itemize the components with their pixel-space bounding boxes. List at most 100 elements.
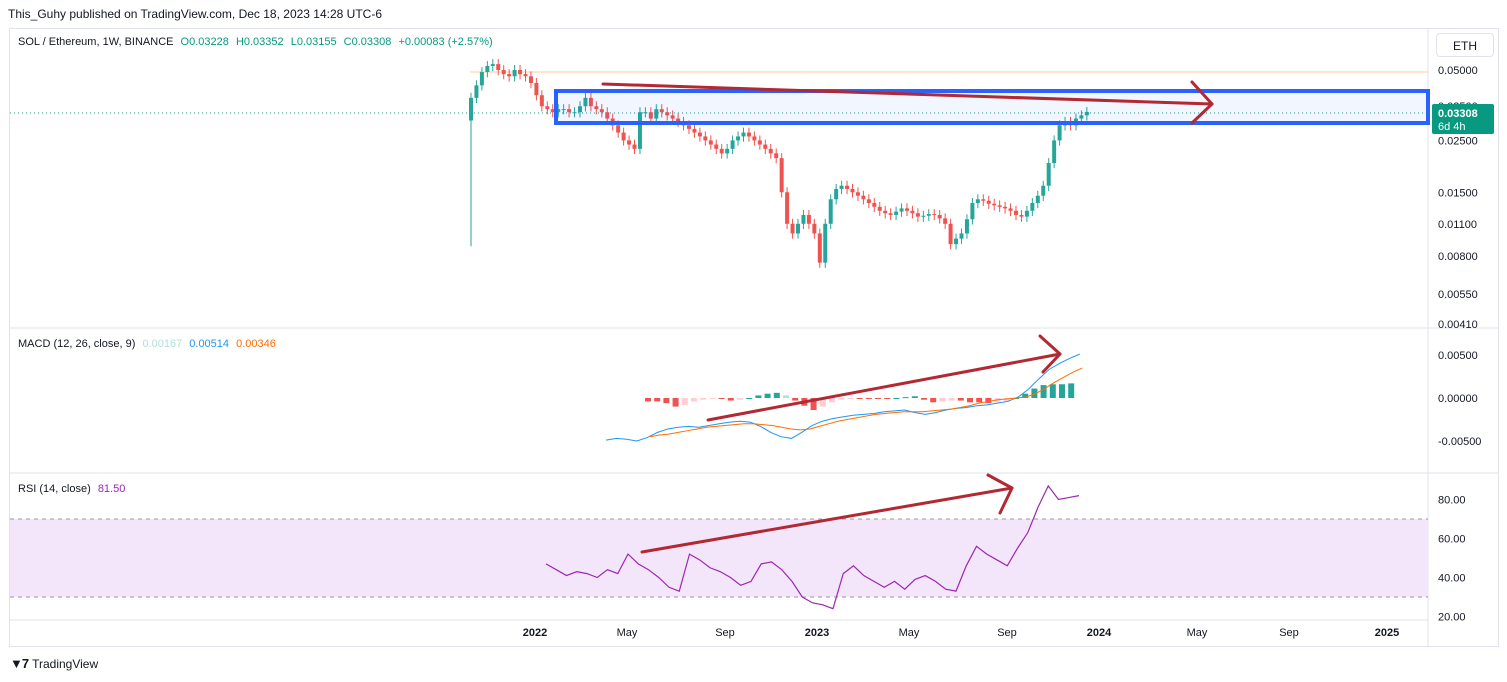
candle-body[interactable] [550, 109, 555, 113]
candle-body[interactable] [730, 140, 735, 149]
candle-body[interactable] [512, 70, 517, 77]
candle-body[interactable] [703, 136, 708, 141]
candle-body[interactable] [785, 192, 790, 224]
candle-body[interactable] [817, 233, 822, 263]
candle-body[interactable] [659, 109, 664, 113]
candle-body[interactable] [752, 136, 757, 141]
candle-body[interactable] [850, 188, 855, 193]
candle-body[interactable] [708, 140, 713, 145]
candle-body[interactable] [774, 153, 779, 159]
candle-body[interactable] [539, 95, 544, 107]
candle-body[interactable] [1014, 210, 1018, 215]
candle-body[interactable] [496, 64, 501, 70]
candle-body[interactable] [1019, 214, 1024, 217]
candle-body[interactable] [485, 66, 490, 73]
candle-body[interactable] [828, 199, 833, 224]
candle-body[interactable] [806, 214, 811, 224]
candle-body[interactable] [921, 215, 926, 217]
candle-body[interactable] [1035, 195, 1040, 203]
candle-body[interactable] [997, 205, 1002, 207]
candle-body[interactable] [534, 82, 539, 96]
candle-body[interactable] [872, 202, 877, 207]
candle-body[interactable] [1079, 115, 1084, 119]
candle-body[interactable] [801, 214, 806, 224]
candle-body[interactable] [910, 210, 915, 214]
candle-body[interactable] [899, 208, 904, 212]
candle-body[interactable] [507, 74, 512, 77]
candle-body[interactable] [719, 148, 724, 154]
candle-body[interactable] [763, 144, 768, 149]
candle-body[interactable] [637, 112, 642, 149]
candle-body[interactable] [779, 158, 784, 193]
candle-body[interactable] [959, 233, 964, 239]
candle-body[interactable] [741, 132, 746, 137]
symbol-label[interactable]: SOL / Ethereum, 1W, BINANCE [18, 36, 174, 48]
candle-body[interactable] [1008, 208, 1013, 211]
candle-body[interactable] [479, 72, 484, 86]
candle-body[interactable] [839, 185, 844, 189]
candle-body[interactable] [1030, 202, 1035, 211]
candle-body[interactable] [845, 185, 850, 189]
candle-body[interactable] [992, 203, 997, 206]
trend-arrow-rsi[interactable] [640, 486, 1014, 554]
candle-body[interactable] [523, 74, 528, 77]
candle-body[interactable] [1046, 163, 1051, 186]
currency-button[interactable]: ETH [1436, 33, 1494, 57]
rsi-title[interactable]: RSI (14, close) [18, 483, 91, 495]
trend-arrow-price[interactable] [601, 82, 1214, 106]
candle-body[interactable] [643, 112, 648, 114]
candle-body[interactable] [1057, 125, 1062, 141]
time-axis[interactable]: 2022 May Sep 2023 May Sep 2024 May Sep 2025 [523, 627, 1399, 639]
candle-body[interactable] [888, 213, 893, 215]
candle-body[interactable] [855, 192, 860, 196]
candle-body[interactable] [469, 97, 473, 121]
candle-body[interactable] [823, 223, 828, 263]
candle-body[interactable] [812, 223, 817, 234]
candle-body[interactable] [757, 140, 762, 145]
rsi-line[interactable] [545, 484, 1080, 610]
candle-body[interactable] [981, 199, 986, 201]
macd-title[interactable]: MACD (12, 26, close, 9) [18, 338, 136, 350]
candle-body[interactable] [883, 210, 888, 214]
candle-body[interactable] [556, 109, 561, 113]
candle-body[interactable] [692, 128, 697, 133]
candle-body[interactable] [877, 206, 882, 211]
candle-body[interactable] [528, 76, 533, 83]
candle-body[interactable] [964, 219, 969, 234]
signal-line[interactable] [649, 367, 1083, 438]
candle-body[interactable] [632, 144, 637, 149]
candle-body[interactable] [1084, 111, 1089, 116]
candle-body[interactable] [627, 140, 632, 145]
candle-body[interactable] [714, 144, 719, 149]
candle-body[interactable] [1024, 210, 1029, 217]
candle-body[interactable] [545, 106, 550, 110]
candle-body[interactable] [975, 199, 980, 203]
candle-body[interactable] [1003, 206, 1008, 209]
candle-body[interactable] [866, 199, 871, 203]
candle-body[interactable] [594, 106, 599, 110]
candle-body[interactable] [687, 125, 691, 129]
candle-body[interactable] [697, 132, 702, 137]
candle-body[interactable] [790, 223, 795, 234]
trend-arrow-macd[interactable] [706, 352, 1062, 422]
candle-body[interactable] [605, 112, 610, 119]
candle-body[interactable] [1041, 185, 1046, 196]
candle-body[interactable] [932, 214, 937, 216]
candle-body[interactable] [572, 112, 577, 114]
candle-body[interactable] [736, 136, 741, 141]
candle-body[interactable] [796, 223, 800, 234]
candle-body[interactable] [621, 132, 626, 141]
candle-body[interactable] [561, 109, 566, 111]
price-axis[interactable]: 0.050000.035000.025000.015000.011000.008… [1438, 65, 1481, 624]
candle-body[interactable] [970, 202, 975, 220]
candle-body[interactable] [676, 118, 681, 122]
candle-body[interactable] [948, 223, 953, 245]
candle-body[interactable] [518, 70, 523, 75]
candle-body[interactable] [937, 214, 942, 219]
candle-body[interactable] [616, 125, 621, 133]
candle-body[interactable] [986, 200, 991, 204]
footer-brand[interactable]: ▼7 TradingView [10, 656, 98, 671]
candle-body[interactable] [926, 214, 931, 216]
candle-body[interactable] [943, 218, 948, 224]
macd-line[interactable] [605, 353, 1080, 442]
